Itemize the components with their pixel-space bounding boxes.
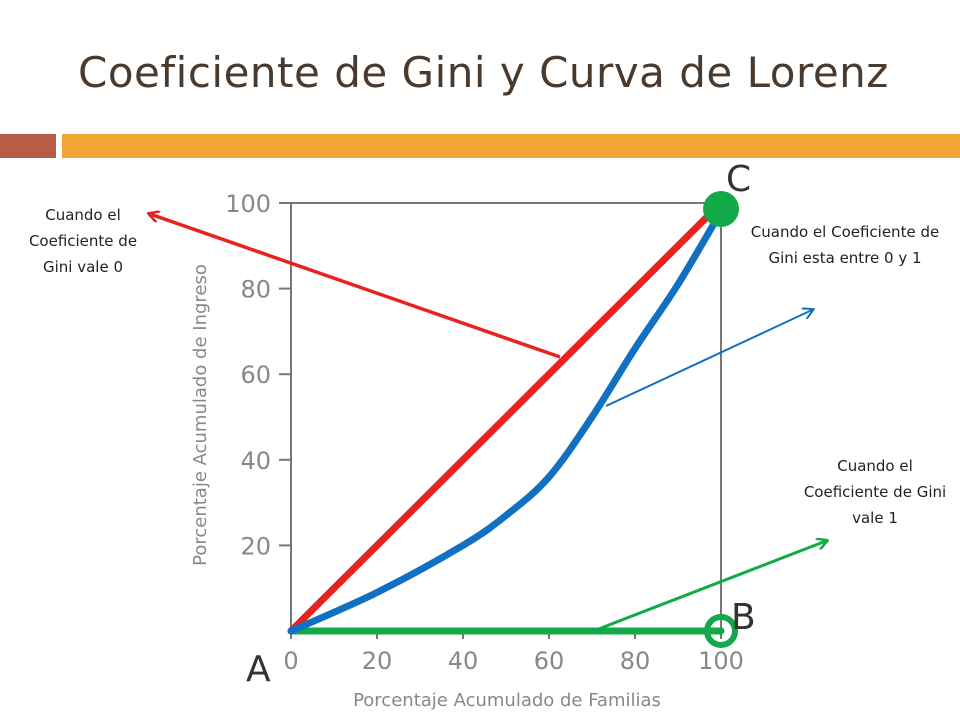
y-axis-label: Porcentaje Acumulado de Ingreso bbox=[190, 264, 211, 566]
title-bar-right bbox=[62, 134, 960, 158]
x-tick-label: 20 bbox=[362, 647, 393, 675]
x-tick-label: 0 bbox=[283, 647, 298, 675]
point-c-label: C bbox=[726, 159, 751, 200]
series-line-equality bbox=[287, 199, 725, 635]
y-tick-label: 60 bbox=[240, 361, 271, 389]
y-tick-label: 80 bbox=[240, 276, 271, 304]
note-gini-one: Cuando el Coeficiente de Gini vale 1 bbox=[803, 457, 947, 527]
point-a-label: A bbox=[246, 649, 271, 690]
arrow-gini-zero bbox=[150, 214, 561, 359]
note-gini-between: Cuando el Coeficiente de Gini esta entre… bbox=[750, 223, 940, 267]
slide-title: Coeficiente de Gini y Curva de Lorenz bbox=[78, 48, 889, 97]
x-tick-label: 100 bbox=[698, 647, 744, 675]
arrow-gini-between bbox=[605, 310, 812, 407]
arrow-gini-one bbox=[595, 541, 826, 632]
y-tick-label: 20 bbox=[240, 532, 271, 560]
series-line-lorenz bbox=[287, 208, 725, 635]
title-bar-left bbox=[0, 134, 56, 158]
y-tick-label: 100 bbox=[225, 190, 271, 218]
point-b-marker bbox=[704, 614, 738, 648]
x-tick-label: 40 bbox=[448, 647, 479, 675]
y-tick-label: 40 bbox=[240, 447, 271, 475]
x-axis-label: Porcentaje Acumulado de Familias bbox=[353, 690, 661, 711]
x-tick-label: 80 bbox=[620, 647, 651, 675]
point-c-marker bbox=[703, 191, 739, 227]
point-b-label: B bbox=[731, 597, 756, 638]
note-gini-zero: Cuando el Coeficiente de Gini vale 0 bbox=[28, 206, 138, 276]
x-tick-label: 60 bbox=[534, 647, 565, 675]
